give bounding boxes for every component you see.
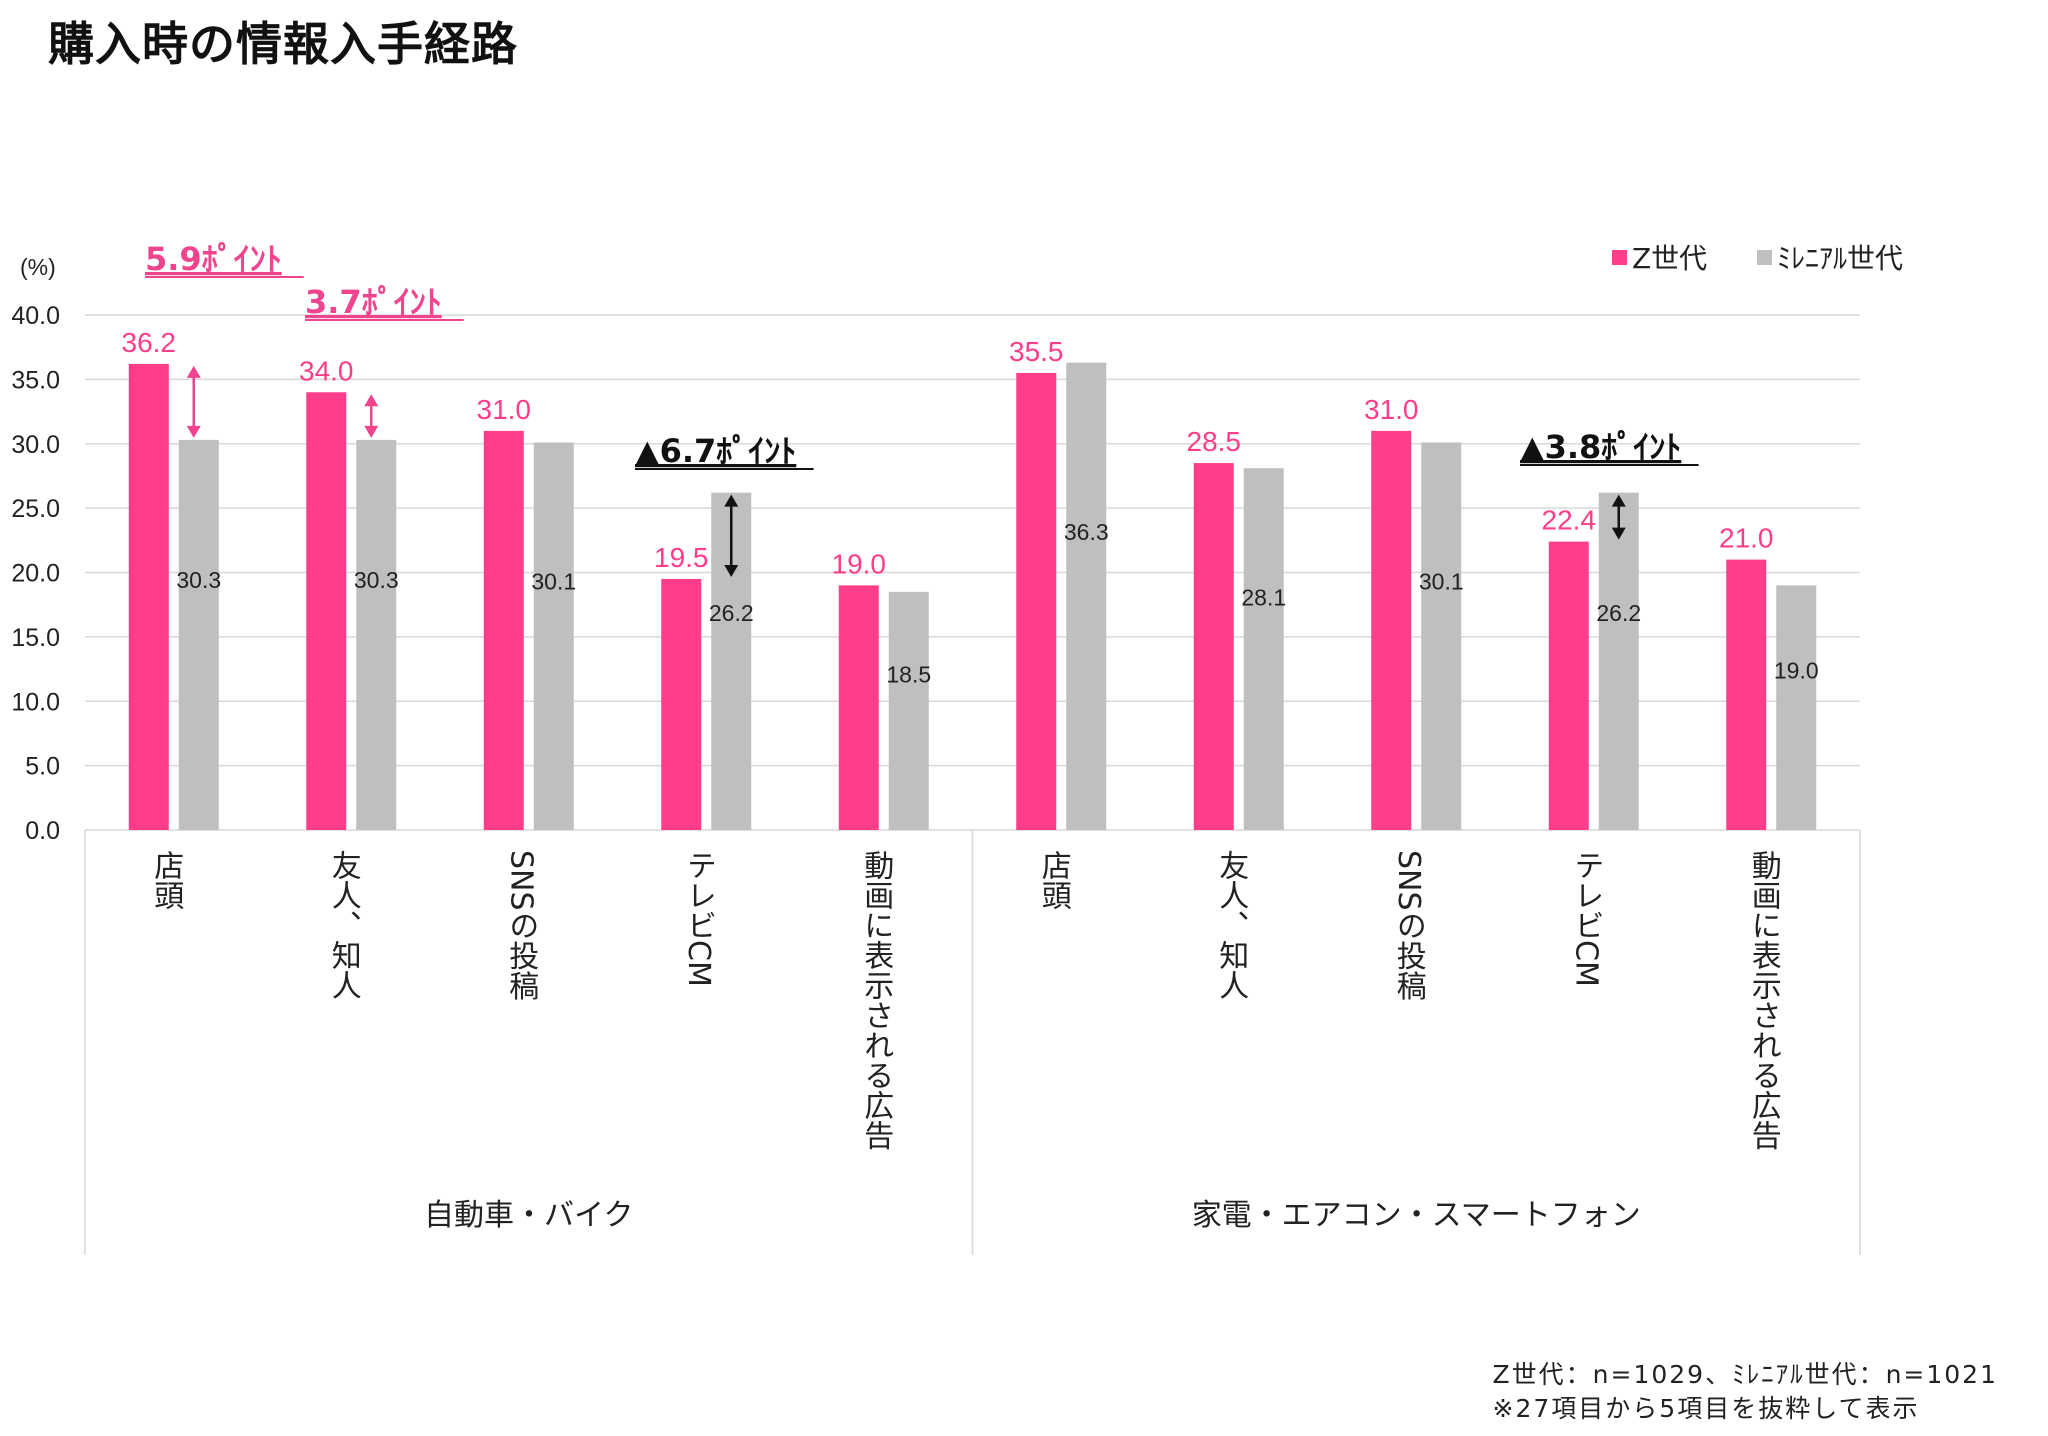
y-tick-label: 10.0 [11, 688, 60, 716]
bar-millennial [1598, 492, 1639, 830]
category-label: 友人、知人 [326, 850, 362, 1000]
data-label-z-gen: 31.0 [1364, 394, 1419, 425]
bar-millennial [1066, 362, 1107, 830]
data-label-z-gen: 31.0 [477, 394, 532, 425]
bar-millennial [1243, 468, 1284, 830]
bar-z-gen [1726, 559, 1767, 830]
y-tick-label: 5.0 [25, 753, 60, 781]
annotation-arrow-head-top [724, 494, 739, 507]
bar-z-gen [306, 392, 347, 830]
bar-millennial [1776, 585, 1817, 830]
y-tick-label: 15.0 [11, 624, 60, 652]
data-label-z-gen: 21.0 [1719, 523, 1774, 554]
y-tick-label: 0.0 [25, 817, 60, 845]
data-label-z-gen: 35.5 [1009, 336, 1064, 367]
data-label-z-gen: 19.5 [654, 542, 709, 573]
data-label-millennial: 18.5 [886, 661, 931, 687]
excerpt-note: ※27項目から5項目を抜粋して表示 [1492, 1394, 1920, 1423]
data-label-z-gen: 36.2 [122, 327, 177, 358]
bar-millennial [533, 442, 574, 830]
y-tick-label: 20.0 [11, 560, 60, 588]
bar-millennial [178, 439, 219, 830]
legend-swatch-z-gen [1612, 250, 1627, 265]
annotation-label: ▲3.8ﾎﾟｲﾝﾄ [1520, 428, 1681, 466]
data-label-z-gen: 34.0 [299, 355, 354, 386]
legend-label-millennial: ﾐﾚﾆｱﾙ世代 [1777, 242, 1903, 275]
bar-z-gen [1548, 541, 1589, 830]
category-label: 友人、知人 [1213, 850, 1249, 1000]
bar-z-gen [661, 578, 702, 830]
page-title: 購入時の情報入手経路 [48, 17, 518, 71]
bar-z-gen [483, 430, 524, 830]
data-label-millennial: 28.1 [1241, 585, 1286, 611]
annotation-label: 3.7ﾎﾟｲﾝﾄ [305, 283, 442, 321]
y-axis-label: (%) [20, 254, 56, 280]
y-tick-label: 25.0 [11, 495, 60, 523]
bar-z-gen [1193, 463, 1234, 830]
bar-z-gen [1371, 430, 1412, 830]
annotation-arrow-head-bottom [724, 564, 739, 577]
data-label-z-gen: 28.5 [1187, 426, 1242, 457]
bar-z-gen [1016, 372, 1057, 830]
bar-z-gen [128, 363, 169, 830]
bar-z-gen [838, 585, 879, 830]
legend-swatch-millennial [1757, 250, 1772, 265]
y-tick-label: 40.0 [11, 302, 60, 330]
category-label: テレビCM [1568, 850, 1603, 987]
data-label-millennial: 19.0 [1774, 657, 1819, 683]
annotation-arrow-head-bottom [364, 425, 379, 438]
annotation-arrow-head-bottom [1611, 527, 1626, 540]
group-label: 家電・エアコン・スマートフォン [1192, 1198, 1641, 1233]
category-label: SNSの投稿 [1391, 850, 1427, 1001]
category-label: 店頭 [1036, 850, 1072, 910]
annotation-label: 5.9ﾎﾟｲﾝﾄ [145, 240, 282, 278]
bar-millennial [356, 439, 397, 830]
data-label-z-gen: 22.4 [1542, 505, 1597, 536]
data-label-z-gen: 19.0 [832, 548, 887, 579]
data-label-millennial: 36.3 [1064, 519, 1109, 545]
data-label-millennial: 30.1 [531, 569, 576, 595]
data-label-millennial: 30.1 [1419, 569, 1464, 595]
data-label-millennial: 26.2 [1596, 600, 1641, 626]
y-tick-label: 30.0 [11, 431, 60, 459]
data-label-millennial: 30.3 [354, 567, 399, 593]
y-tick-label: 35.0 [11, 366, 60, 394]
category-label: 店頭 [148, 850, 184, 910]
category-label: SNSの投稿 [503, 850, 539, 1001]
category-label: 動画に表示される広告 [1746, 850, 1781, 1150]
bar-millennial [1421, 442, 1462, 830]
annotation-arrow-head-top [1611, 494, 1626, 507]
group-label: 自動車・バイク [424, 1198, 633, 1233]
data-label-millennial: 26.2 [709, 600, 754, 626]
sample-size-note: Z世代：n=1029、ﾐﾚﾆｱﾙ世代：n=1021 [1492, 1360, 1998, 1389]
annotation-arrow-head-bottom [186, 425, 201, 438]
bar-millennial [888, 591, 929, 830]
category-label: 動画に表示される広告 [858, 850, 893, 1150]
category-label: テレビCM [681, 850, 716, 987]
annotation-label: ▲6.7ﾎﾟｲﾝﾄ [635, 432, 796, 470]
annotation-arrow-head-top [364, 394, 379, 407]
legend-label-z-gen: Z世代 [1632, 242, 1707, 275]
annotation-arrow-head-top [186, 365, 201, 378]
footnotes: Z世代：n=1029、ﾐﾚﾆｱﾙ世代：n=1021 ※27項目から5項目を抜粋し… [1493, 1358, 1998, 1426]
data-label-millennial: 30.3 [176, 567, 221, 593]
